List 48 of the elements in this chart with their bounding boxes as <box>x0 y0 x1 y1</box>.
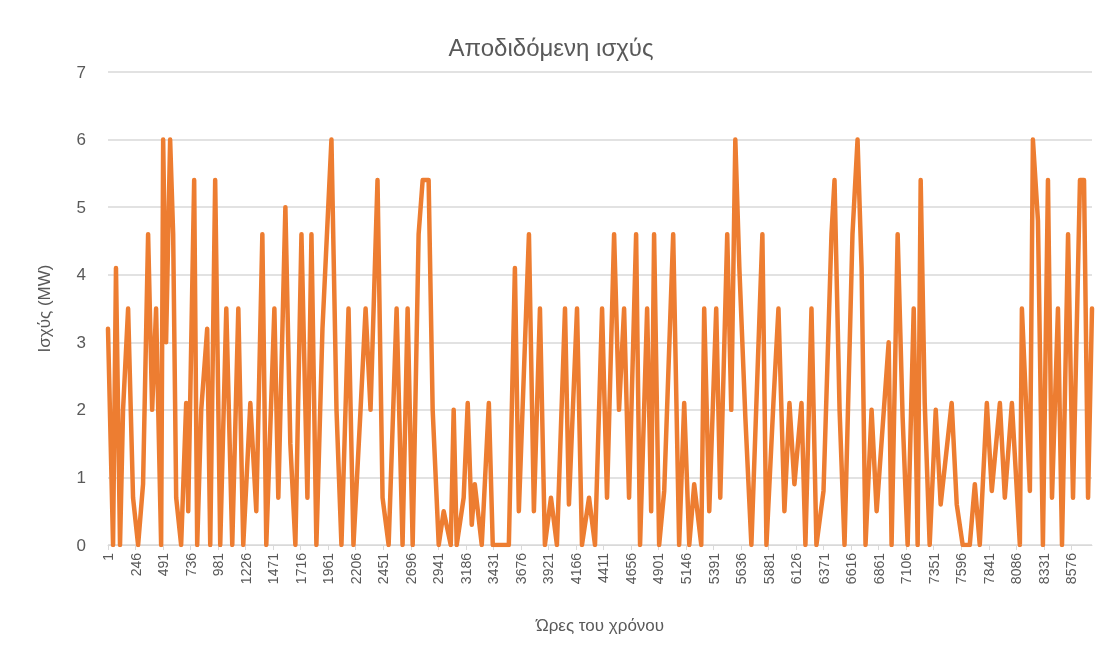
x-tick-label: 5391 <box>705 552 722 585</box>
y-tick-label: 1 <box>76 467 86 487</box>
x-tick-label: 4411 <box>595 552 612 584</box>
x-tick-label: 5146 <box>678 552 694 585</box>
y-tick-label: 4 <box>76 265 86 285</box>
y-tick-label: 6 <box>76 130 86 150</box>
x-tick-label: 7106 <box>898 552 915 585</box>
y-tick-label: 2 <box>76 400 86 420</box>
x-tick-label: 3921 <box>540 552 557 585</box>
x-tick-label: 8086 <box>1008 552 1025 585</box>
x-tick-label: 4656 <box>622 552 639 585</box>
x-tick-label: 3431 <box>485 552 502 585</box>
x-axis-title: Ώρες του χρόνου <box>534 616 665 635</box>
x-tick-label: 2696 <box>402 552 419 585</box>
x-tick-label: 4901 <box>650 552 667 585</box>
x-tick-label: 6371 <box>815 552 832 585</box>
x-tick-label: 491 <box>155 552 172 577</box>
x-tick-label: 6861 <box>870 552 887 585</box>
x-tick-label: 8331 <box>1035 552 1052 585</box>
y-axis-title: Ισχύς (MW) <box>35 264 54 353</box>
x-tick-label: 1471 <box>265 552 282 585</box>
x-tick-label: 4166 <box>567 552 584 585</box>
x-tick-label: 981 <box>210 552 227 577</box>
x-tick-label: 736 <box>182 552 199 577</box>
x-tick-label: 2206 <box>347 552 364 585</box>
x-tick-label: 5636 <box>733 552 750 585</box>
y-tick-label: 0 <box>76 535 86 555</box>
x-tick-label: 246 <box>127 552 144 577</box>
x-tick-label: 7596 <box>953 552 970 585</box>
line-series <box>105 137 1095 548</box>
x-tick-label: 3676 <box>512 552 529 585</box>
x-tick-label: 6616 <box>843 552 860 585</box>
x-tick-label: 2941 <box>430 552 447 585</box>
x-tick-label: 8576 <box>1063 552 1080 585</box>
x-tick-label: 1226 <box>237 552 254 585</box>
y-tick-label: 7 <box>76 62 86 82</box>
x-tick-label: 2451 <box>375 552 392 585</box>
y-tick-label: 5 <box>76 197 86 217</box>
x-tick-label: 7841 <box>980 552 997 585</box>
x-tick-label: 7351 <box>925 552 942 585</box>
x-tick-label: 1 <box>100 552 116 561</box>
x-tick-label: 1716 <box>292 552 309 585</box>
y-tick-label: 3 <box>76 332 86 352</box>
x-tick-label: 5881 <box>760 552 777 585</box>
x-tick-label: 6126 <box>788 552 805 585</box>
x-tick-label: 1961 <box>320 552 337 585</box>
chart-title: Αποδιδόμενη ισχύς <box>448 33 654 61</box>
x-tick-label: 3186 <box>457 552 474 585</box>
